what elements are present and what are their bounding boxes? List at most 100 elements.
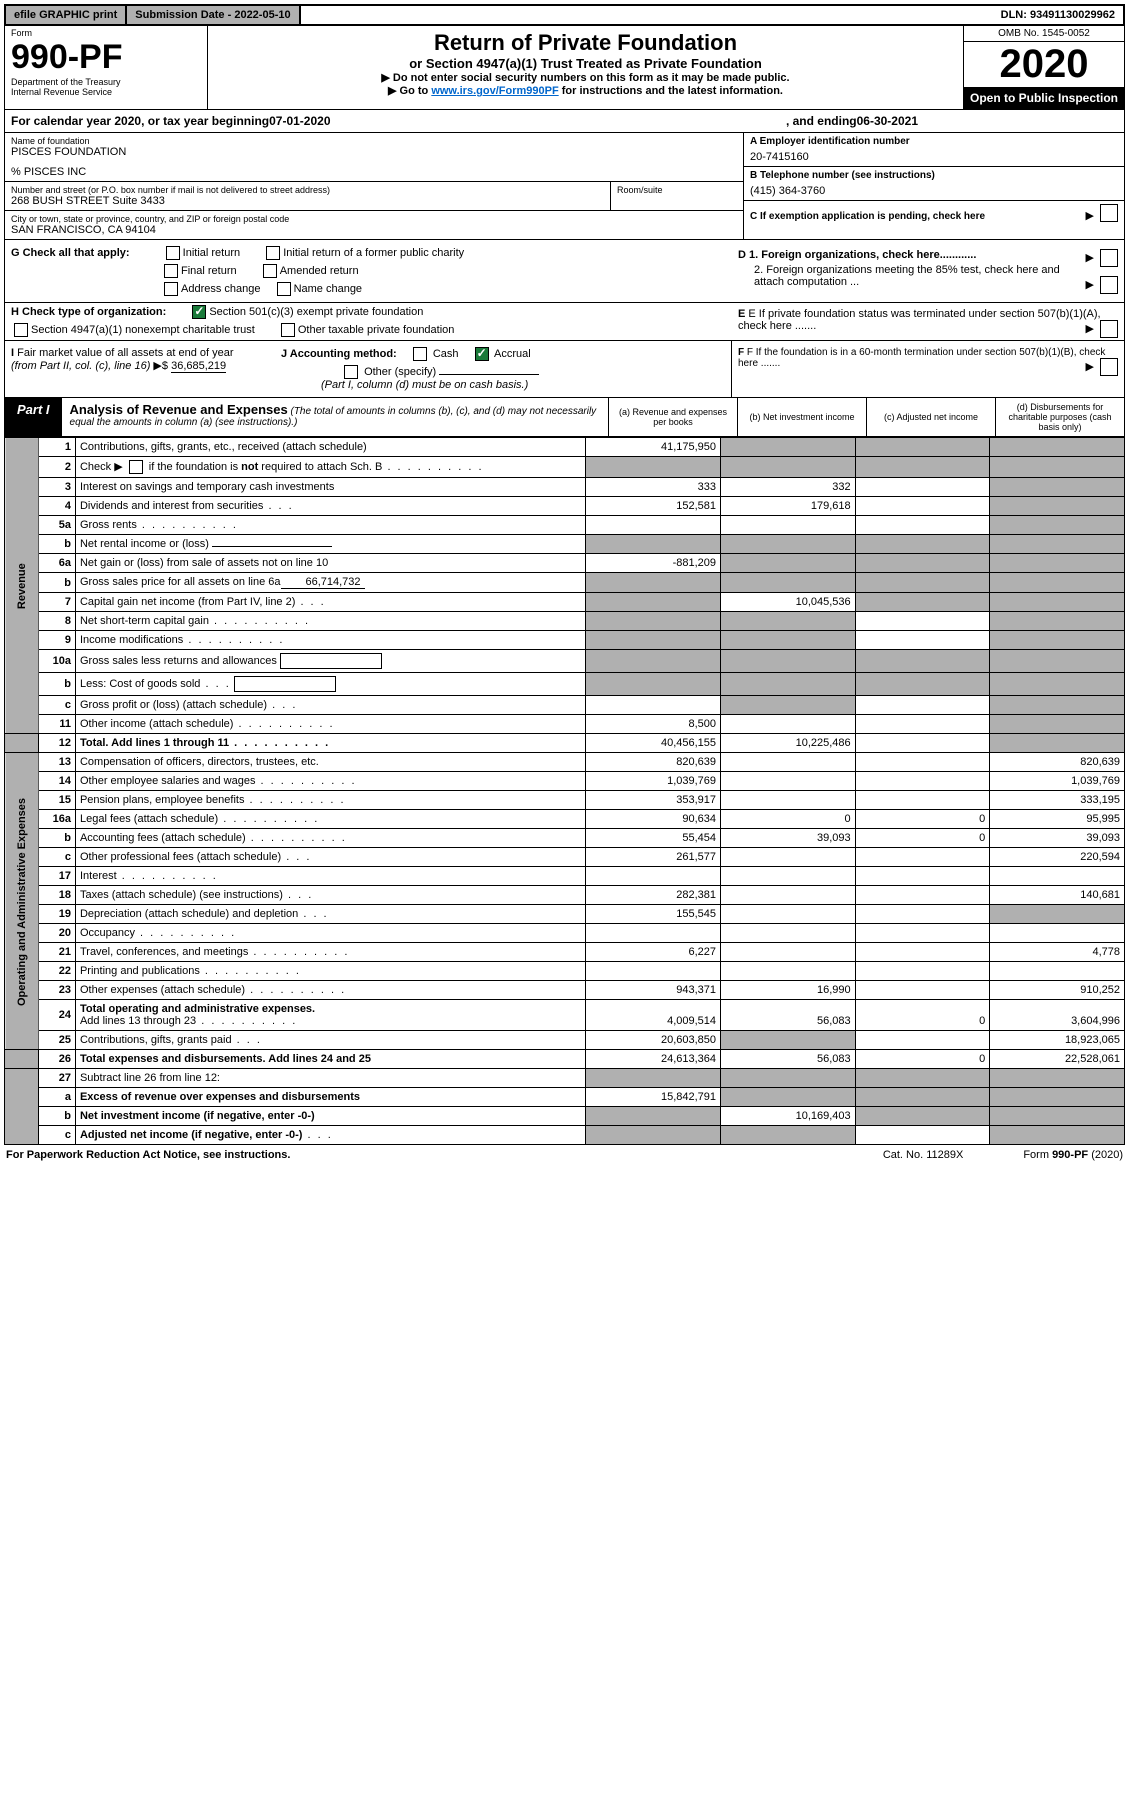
c-checkbox[interactable] <box>1100 204 1118 222</box>
ein-cell: A Employer identification number 20-7415… <box>744 133 1124 167</box>
name-label: Name of foundation <box>11 136 737 146</box>
r27b-b: 10,169,403 <box>721 1107 856 1126</box>
cal-pre: For calendar year 2020, or tax year begi… <box>11 114 269 128</box>
r6a-desc: Net gain or (loss) from sale of assets n… <box>75 554 585 573</box>
r11-num: 11 <box>39 715 76 734</box>
r11-desc: Other income (attach schedule) <box>75 715 585 734</box>
r11-a: 8,500 <box>586 715 721 734</box>
form-title: Return of Private Foundation <box>212 30 959 56</box>
h-501: Section 501(c)(3) exempt private foundat… <box>209 306 423 318</box>
r22-desc: Printing and publications <box>75 962 585 981</box>
f-checkbox[interactable] <box>1100 358 1118 376</box>
j-other: Other (specify) <box>364 366 436 378</box>
part1-header: Part I Analysis of Revenue and Expenses … <box>4 398 1125 437</box>
r19-desc: Depreciation (attach schedule) and deple… <box>75 905 585 924</box>
r16b-b: 39,093 <box>721 829 856 848</box>
part1-title: Analysis of Revenue and Expenses <box>70 402 288 417</box>
top-bar: efile GRAPHIC print Submission Date - 20… <box>4 4 1125 26</box>
r1-desc: Contributions, gifts, grants, etc., rece… <box>75 438 585 457</box>
form990pf-link[interactable]: www.irs.gov/Form990PF <box>431 85 558 97</box>
r6a-num: 6a <box>39 554 76 573</box>
r8-desc: Net short-term capital gain <box>75 612 585 631</box>
r9-desc: Income modifications <box>75 631 585 650</box>
r26-desc: Total expenses and disbursements. Add li… <box>75 1050 585 1069</box>
chk-addr-change[interactable] <box>164 282 178 296</box>
r24-b: 56,083 <box>721 1000 856 1031</box>
form-ref: Form 990-PF (2020) <box>1023 1149 1123 1161</box>
r6b-val: 66,714,732 <box>281 576 365 589</box>
h-other: Other taxable private foundation <box>298 324 455 336</box>
r6a-a: -881,209 <box>586 554 721 573</box>
r16a-a: 90,634 <box>586 810 721 829</box>
r7-b: 10,045,536 <box>721 593 856 612</box>
r16c-desc: Other professional fees (attach schedule… <box>75 848 585 867</box>
r15-a: 353,917 <box>586 791 721 810</box>
addr-row: Number and street (or P.O. box number if… <box>5 182 743 211</box>
form-number: 990-PF <box>11 38 201 77</box>
chk-501c3[interactable] <box>192 305 206 319</box>
r1-d <box>990 438 1125 457</box>
r10b-desc: Less: Cost of goods sold <box>75 673 585 696</box>
dept-treasury: Department of the Treasury <box>11 77 201 87</box>
chk-cash[interactable] <box>413 347 427 361</box>
r1-b <box>721 438 856 457</box>
chk-amended[interactable] <box>263 264 277 278</box>
chk-name-change[interactable] <box>277 282 291 296</box>
r27a-a: 15,842,791 <box>586 1088 721 1107</box>
cal-mid: , and ending <box>786 114 857 128</box>
r21-a: 6,227 <box>586 943 721 962</box>
r20-desc: Occupancy <box>75 924 585 943</box>
chk-schb[interactable] <box>129 460 143 474</box>
irs-label: Internal Revenue Service <box>11 87 201 97</box>
r14-d: 1,039,769 <box>990 772 1125 791</box>
r24-c: 0 <box>855 1000 990 1031</box>
e-checkbox[interactable] <box>1100 320 1118 338</box>
part1-label: Part I <box>5 398 62 436</box>
chk-accrual[interactable] <box>475 347 489 361</box>
subdate-value: 2022-05-10 <box>234 9 290 21</box>
chk-other-tax[interactable] <box>281 323 295 337</box>
r3-num: 3 <box>39 478 76 497</box>
r14-desc: Other employee salaries and wages <box>75 772 585 791</box>
chk-initial-former[interactable] <box>266 246 280 260</box>
subdate-label: Submission Date - <box>135 9 234 21</box>
efile-button[interactable]: efile GRAPHIC print <box>6 6 127 24</box>
city-label: City or town, state or province, country… <box>11 214 737 224</box>
r14-a: 1,039,769 <box>586 772 721 791</box>
col-b-header: (b) Net investment income <box>737 398 866 436</box>
r6b-desc: Gross sales price for all assets on line… <box>75 573 585 593</box>
i-value: 36,685,219 <box>171 360 226 373</box>
r15-desc: Pension plans, employee benefits <box>75 791 585 810</box>
chk-initial[interactable] <box>166 246 180 260</box>
r16b-a: 55,454 <box>586 829 721 848</box>
form-header: Form 990-PF Department of the Treasury I… <box>4 26 1125 110</box>
r18-a: 282,381 <box>586 886 721 905</box>
d1-checkbox[interactable] <box>1100 249 1118 267</box>
r27b-desc: Net investment income (if negative, ente… <box>75 1107 585 1126</box>
r12-desc: Total. Add lines 1 through 11 <box>75 734 585 753</box>
revenue-side-label: Revenue <box>5 438 39 734</box>
r3-b: 332 <box>721 478 856 497</box>
dln-label: DLN: <box>1001 9 1030 21</box>
r23-d: 910,252 <box>990 981 1125 1000</box>
r23-num: 23 <box>39 981 76 1000</box>
d2-label: 2. Foreign organizations meeting the 85%… <box>754 264 1060 288</box>
r5a-desc: Gross rents <box>75 516 585 535</box>
r16b-desc: Accounting fees (attach schedule) <box>75 829 585 848</box>
j-accrual: Accrual <box>494 348 531 360</box>
form-label: Form <box>11 28 201 38</box>
r27-num: 27 <box>39 1069 76 1088</box>
d2-checkbox[interactable] <box>1100 276 1118 294</box>
r27a-num: a <box>39 1088 76 1107</box>
ein-label: A Employer identification number <box>750 136 1118 147</box>
e-label: E If private foundation status was termi… <box>738 308 1101 332</box>
dln: DLN: 93491130029962 <box>993 6 1123 24</box>
f-cell: F F If the foundation is in a 60-month t… <box>731 341 1124 397</box>
r27-desc: Subtract line 26 from line 12: <box>75 1069 585 1088</box>
chk-final[interactable] <box>164 264 178 278</box>
chk-4947[interactable] <box>14 323 28 337</box>
org-city: SAN FRANCISCO, CA 94104 <box>11 224 737 236</box>
chk-other-acct[interactable] <box>344 365 358 379</box>
note-link: ▶ Go to www.irs.gov/Form990PF for instru… <box>212 84 959 97</box>
r23-b: 16,990 <box>721 981 856 1000</box>
